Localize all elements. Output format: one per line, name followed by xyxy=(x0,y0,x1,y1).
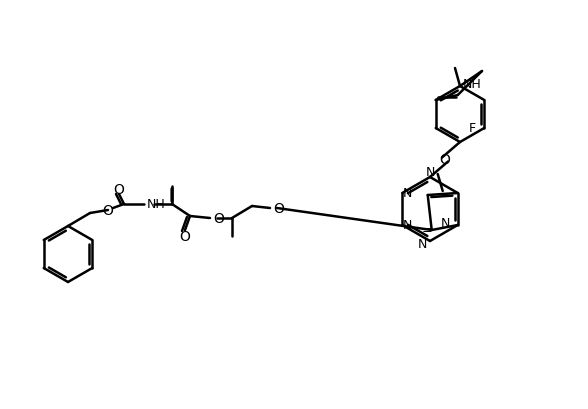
Text: NH: NH xyxy=(147,198,166,211)
Text: N: N xyxy=(403,187,412,200)
Text: N: N xyxy=(403,219,412,232)
Text: O: O xyxy=(273,202,284,216)
Text: O: O xyxy=(213,211,224,225)
Text: N: N xyxy=(425,166,435,179)
Text: =: = xyxy=(422,224,432,237)
Text: O: O xyxy=(113,182,125,196)
Text: NH: NH xyxy=(463,77,482,90)
Text: O: O xyxy=(179,229,191,243)
Text: N: N xyxy=(417,238,427,251)
Text: F: F xyxy=(469,122,476,135)
Text: O: O xyxy=(440,153,450,167)
Text: O: O xyxy=(102,204,113,218)
Text: N: N xyxy=(440,217,450,230)
